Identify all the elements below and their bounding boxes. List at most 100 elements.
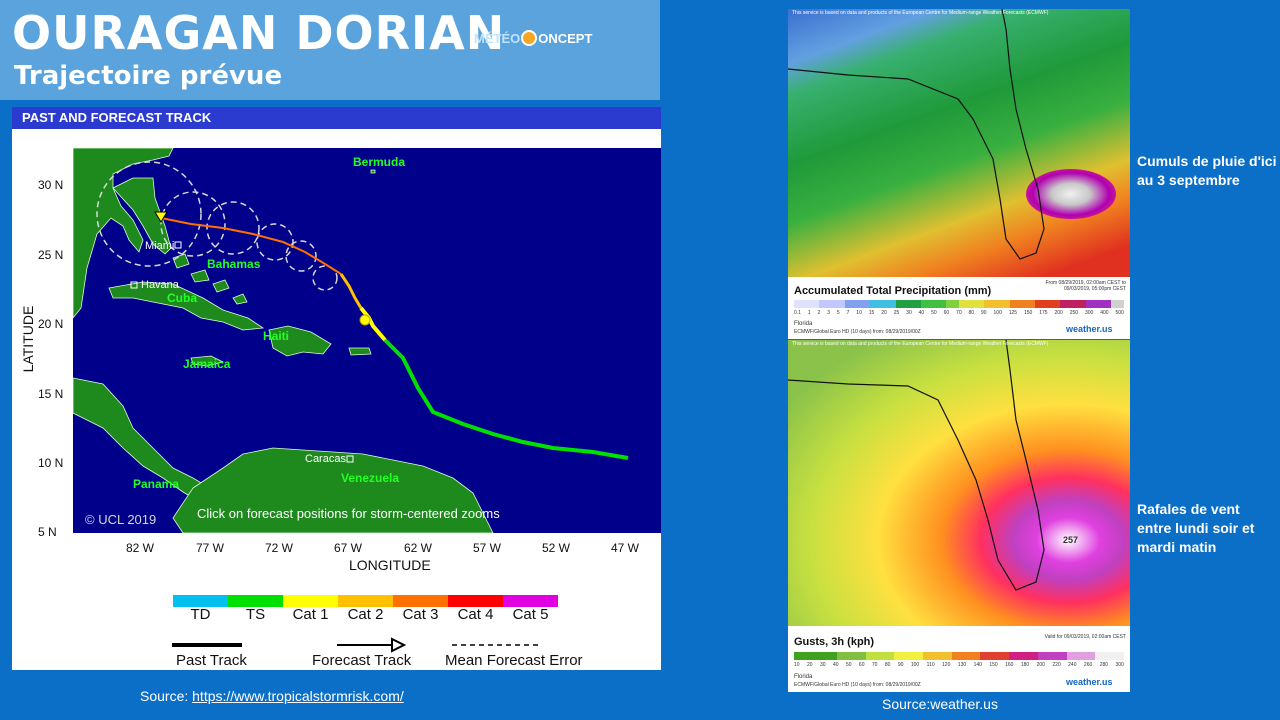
rain-color-scale [794, 300, 1124, 308]
legend-label-cat-1: Cat 1 [292, 606, 329, 623]
rain-region: Florida [794, 321, 813, 327]
legend-past-track: Past Track [176, 652, 247, 669]
label-caracas: Caracas [305, 453, 346, 465]
rain-valid: From 08/29/2019, 02:00am CEST to 09/03/2… [1045, 280, 1126, 292]
rain-scale-swatch [794, 300, 807, 308]
lon-tick-47: 47 W [611, 541, 640, 555]
rain-scale-label: 125 [1008, 310, 1018, 316]
label-cuba: Cuba [167, 291, 197, 305]
gust-scale-label: 150 [989, 662, 998, 668]
page-subtitle: Trajectoire prévue [14, 61, 283, 91]
rain-scale-label: 500 [1115, 310, 1124, 316]
track-panel: PAST AND FORECAST TRACK [12, 107, 661, 670]
gust-scale-label: 20 [806, 662, 813, 668]
gust-scale-label: 220 [1052, 662, 1061, 668]
land-puerto-rico [348, 347, 372, 356]
lon-tick-52: 52 W [542, 541, 571, 555]
gust-scale-swatch [894, 652, 909, 660]
gust-scale-label: 30 [819, 662, 826, 668]
gust-valid: Valid for 09/03/2019, 02:00am CEST [1044, 634, 1126, 640]
rain-scale-label: 300 [1084, 310, 1094, 316]
click-note: Click on forecast positions for storm-ce… [197, 506, 500, 521]
rain-scale-swatch [870, 300, 883, 308]
source-link[interactable]: https://www.tropicalstormrisk.com/ [192, 688, 404, 704]
caracas-marker [346, 455, 354, 463]
lat-tick-10: 10 N [38, 456, 64, 470]
y-axis-label: LATITUDE [20, 305, 36, 373]
land-south-america [172, 447, 494, 533]
gust-scale-label: 140 [973, 662, 982, 668]
legend-label-cat-3: Cat 3 [402, 606, 439, 623]
rain-scale-swatch [946, 300, 959, 308]
gust-scale-label: 40 [832, 662, 839, 668]
rain-scale-label: 70 [956, 310, 962, 316]
rain-scale-label: 0.1 [794, 310, 801, 316]
title-box: OURAGAN DORIAN Trajectoire prévue MÉTÉO … [0, 0, 660, 100]
track-map[interactable]: Bermuda Bahamas Cuba Haiti Jamaica Panam… [73, 148, 661, 533]
rain-scale-swatch [908, 300, 921, 308]
logo-text-left: MÉTÉO [474, 30, 521, 46]
rain-scale-swatch [958, 300, 972, 308]
rain-scale-label: 40 [918, 310, 925, 316]
rain-scale-swatch [984, 300, 997, 308]
label-bahamas: Bahamas [207, 257, 261, 271]
gust-scale-swatch [1009, 652, 1024, 660]
rain-scale-label: 400 [1100, 310, 1109, 316]
legend-swatch-cat-1 [283, 595, 338, 607]
legend-swatch-cat-5 [503, 595, 558, 607]
rain-scale-label: 200 [1054, 310, 1063, 316]
gust-map: 257 This service is based on data and pr… [788, 340, 1130, 692]
gust-scale-swatch [851, 652, 866, 660]
land-jamaica [190, 355, 225, 367]
gust-scale-label: 110 [926, 662, 935, 668]
gust-scale-label: 280 [1099, 662, 1109, 668]
lat-tick-5: 5 N [38, 525, 57, 539]
gust-map-outline [788, 340, 1045, 591]
rain-scale-label: 20 [881, 310, 887, 316]
label-havana: Havana [141, 279, 180, 291]
rain-scale-swatch [1060, 300, 1074, 308]
gust-scale-label: 160 [1005, 662, 1014, 668]
lon-tick-67: 67 W [334, 541, 363, 555]
label-bermuda: Bermuda [353, 155, 405, 169]
gust-brand: weather.us [1066, 677, 1113, 687]
rain-scale-swatch [1073, 300, 1086, 308]
gust-scale-swatch [951, 652, 967, 660]
gust-scale-label: 200 [1036, 662, 1045, 668]
havana-marker [130, 281, 138, 289]
rain-map: This service is based on data and produc… [788, 9, 1130, 339]
legend-mean-error: Mean Forecast Error [445, 652, 583, 669]
label-haiti: Haiti [263, 329, 289, 343]
gust-scale-swatch [937, 652, 952, 660]
rain-scale-swatch [882, 300, 896, 308]
rain-scale-swatch [1098, 300, 1112, 308]
track-header: PAST AND FORECAST TRACK [12, 107, 661, 129]
gust-scale-label: 240 [1068, 662, 1077, 668]
gust-scale-swatch [822, 652, 838, 660]
gust-scale-swatch [966, 652, 981, 660]
rain-scale-label: 1 [807, 310, 811, 316]
gust-scale-swatch [1095, 652, 1110, 660]
track-map-drawing: Bermuda Bahamas Cuba Haiti Jamaica Panam… [73, 148, 629, 533]
gust-scale-label: 100 [910, 662, 920, 668]
rain-disclaimer: This service is based on data and produc… [792, 10, 1049, 16]
lat-tick-30: 30 N [38, 178, 64, 192]
forecast-error-circles [96, 161, 338, 291]
rain-scale-swatch [1022, 300, 1036, 308]
rain-scale-swatch [895, 300, 909, 308]
caption-rain: Cumuls de pluie d'ici au 3 septembre [1137, 153, 1277, 188]
lon-tick-57: 57 W [473, 541, 502, 555]
gust-scale-label: 50 [845, 662, 852, 668]
gust-scale-swatch [994, 652, 1010, 660]
rain-title: Accumulated Total Precipitation (mm) [794, 285, 992, 297]
rain-scale-swatch [971, 300, 985, 308]
map-copyright: © UCL 2019 [85, 512, 156, 527]
legend-label-td: TD [190, 606, 211, 623]
miami-marker [174, 241, 182, 249]
page-title: OURAGAN DORIAN [12, 6, 506, 60]
rain-scale-label: 175 [1039, 310, 1048, 316]
legend-swatch-cat-4 [448, 595, 503, 607]
rain-scale-label: 50 [931, 310, 937, 316]
gust-field: 257 This service is based on data and pr… [788, 340, 1130, 626]
caption-wind: Rafales de vent entre lundi soir et mard… [1137, 501, 1255, 555]
